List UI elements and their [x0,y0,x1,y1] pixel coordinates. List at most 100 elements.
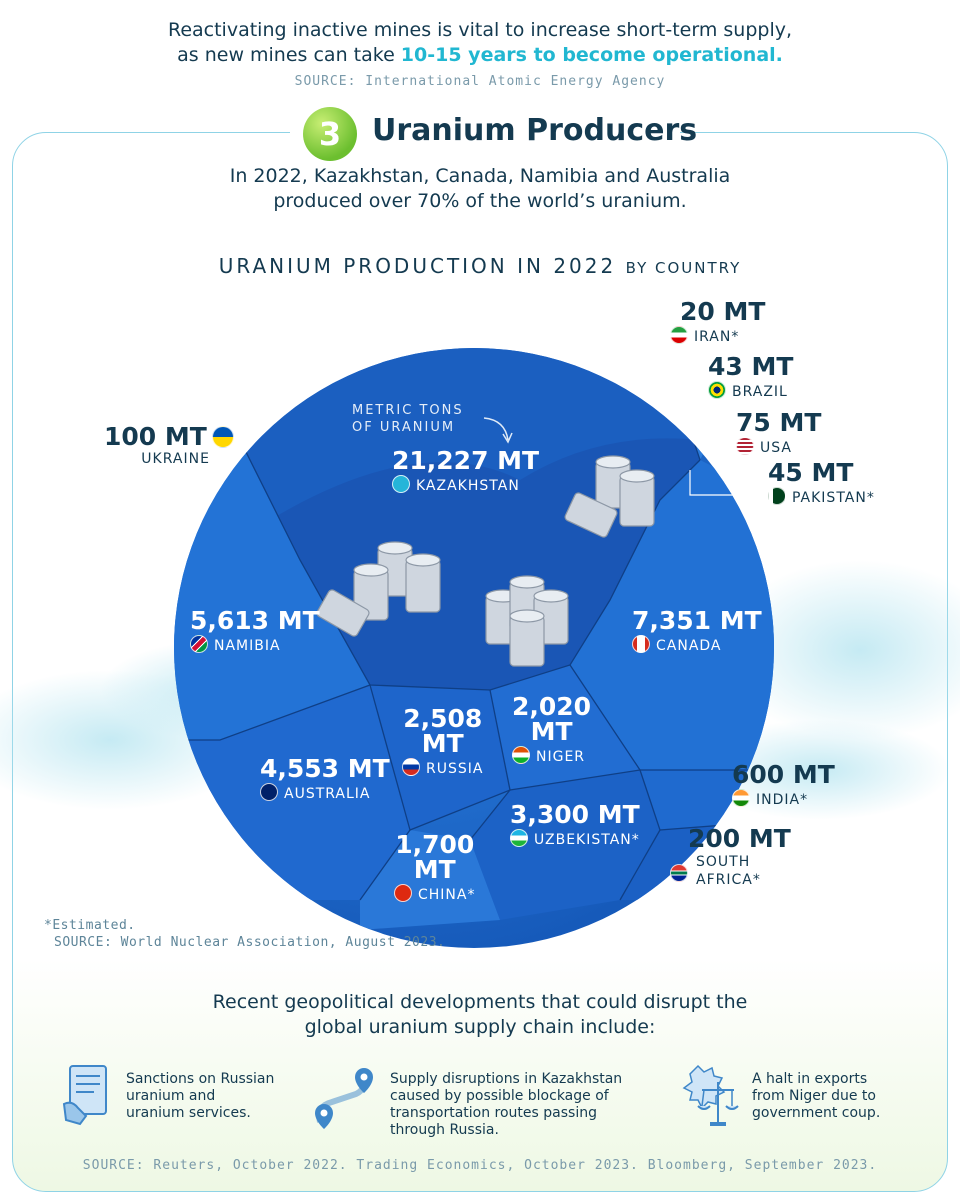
flag-canada-icon [632,635,650,653]
disruption-2-line-4: through Russia. [390,1122,499,1138]
value-ukraine: 100 MT [104,422,207,451]
intro-highlight: 10-15 years to become operational. [400,44,783,66]
disruptions-source: SOURCE: Reuters, October 2022. Trading E… [82,1158,878,1173]
country-australia: AUSTRALIA [284,786,371,802]
cell-canada [570,460,774,770]
flag-brazil-icon [708,381,726,399]
chart-subtitle: BY COUNTRY [625,259,742,277]
flag-niger-icon [512,746,530,764]
country-iran: IRAN* [694,329,740,345]
annotation-arrow [483,417,509,441]
label-south-africa: 200 MT SOUTH AFRICA* [670,824,791,889]
section-number-badge: 3 [303,107,357,161]
value-india: 600 MT [732,760,835,789]
lead-line-2: produced over 70% of the world’s uranium… [273,190,687,212]
value-south-africa: 200 MT [688,824,791,853]
disruption-2-line-1: Supply disruptions in Kazakhstan [390,1071,623,1087]
country-usa: USA [760,440,792,456]
disruption-2-line-3: transportation routes passing [390,1105,597,1121]
label-india: 600 MT INDIA* [732,760,835,808]
flag-uzbekistan-icon [510,829,528,847]
unit-annotation-line-1: METRIC TONS [352,403,464,418]
unit-annotation-line-2: OF URANIUM [352,420,456,435]
label-uzbekistan: 3,300 MT UZBEKISTAN* [510,800,640,848]
country-namibia: NAMIBIA [214,638,281,654]
country-canada: CANADA [656,638,722,654]
chart-title: URANIUM PRODUCTION IN 2022 BY COUNTRY [0,254,960,278]
label-australia: 4,553 MT AUSTRALIA [260,754,390,802]
flag-south-africa-icon [670,864,688,882]
unit-china: MT [413,855,456,884]
intro-line-1: Reactivating inactive mines is vital to … [167,19,793,41]
flag-india-icon [732,789,750,807]
label-canada: 7,351 MT CANADA [632,606,762,654]
flag-pakistan-icon [768,487,786,505]
label-ukraine: 100 MT UKRAINE [104,422,240,467]
intro-source: SOURCE: International Atomic Energy Agen… [294,74,666,89]
disruption-1-line-1: Sanctions on Russian [126,1071,275,1087]
disruptions-heading-line-1: Recent geopolitical developments that co… [212,991,748,1013]
unit-russia: MT [421,729,464,758]
disruption-3-line-1: A halt in exports [752,1071,868,1087]
value-kazakhstan: 21,227 MT [392,446,540,475]
label-niger: 2,020 MT NIGER [512,692,591,765]
unit-niger: MT [530,717,573,746]
chart-footnote: *Estimated. SOURCE: World Nuclear Associ… [44,917,445,951]
value-namibia: 5,613 MT [190,606,320,635]
annotation-arrowhead [502,432,513,444]
country-pakistan: PAKISTAN* [792,490,875,506]
disruption-3-line-2: from Niger due to [752,1088,876,1104]
disruptions-heading-line-2: global uranium supply chain include: [304,1016,656,1038]
disruption-2-line-2: caused by possible blockage of [390,1088,609,1104]
country-ukraine: UKRAINE [141,451,210,467]
country-india: INDIA* [756,792,809,808]
country-kazakhstan: KAZAKHSTAN [416,478,520,494]
uranium-barrels-decoration [316,455,655,667]
value-niger: 2,020 [512,692,592,721]
country-russia: RUSSIA [426,761,484,777]
intro-text: Reactivating inactive mines is vital to … [0,18,960,68]
chart-source: SOURCE: World Nuclear Association, Augus… [54,935,446,950]
disruption-item-1: Sanctions on Russian uranium and uranium… [126,1071,274,1122]
value-usa: 75 MT [736,408,822,437]
country-brazil: BRAZIL [732,384,788,400]
label-china: 1,700 MT CHINA* [394,830,475,903]
label-russia: 2,508 MT RUSSIA [402,704,483,777]
label-iran: 20 MT IRAN* [670,297,765,345]
section-title: Uranium Producers [372,113,698,148]
disruptions-heading: Recent geopolitical developments that co… [0,990,960,1040]
disruption-3-line-3: government coup. [752,1105,881,1121]
flag-australia-icon [260,783,278,801]
flag-usa-icon [736,437,754,455]
label-pakistan: 45 MT PAKISTAN* [768,458,875,506]
label-kazakhstan: 21,227 MT KAZAKHSTAN [392,446,539,494]
disruption-1-line-3: uranium services. [126,1105,251,1121]
country-niger: NIGER [536,749,586,765]
mist-right [720,560,960,740]
disruption-1-line-2: uranium and [126,1088,216,1104]
flag-kazakhstan-icon [392,475,410,493]
flag-iran-icon [670,326,688,344]
section-lead: In 2022, Kazakhstan, Canada, Namibia and… [0,164,960,214]
label-usa: 75 MT USA [736,408,821,456]
intro-line-2-start: as new mines can take [177,44,401,66]
country-south-africa-line-1: SOUTH [696,854,751,870]
sanctions-document-icon [62,1065,107,1126]
value-uzbekistan: 3,300 MT [510,800,640,829]
value-brazil: 43 MT [708,352,794,381]
value-iran: 20 MT [680,297,766,326]
leader-lines [237,345,770,496]
disruption-item-3: A halt in exports from Niger due to gove… [752,1071,880,1122]
lead-line-1: In 2022, Kazakhstan, Canada, Namibia and… [229,165,731,187]
route-map-pin-icon [315,1068,373,1129]
chart-title-main: URANIUM PRODUCTION IN 2022 [218,254,617,278]
country-china: CHINA* [418,887,476,903]
cell-china [360,830,500,930]
value-australia: 4,553 MT [260,754,390,783]
label-brazil: 43 MT BRAZIL [708,352,793,400]
label-namibia: 5,613 MT NAMIBIA [190,606,320,654]
value-russia: 2,508 [403,704,483,733]
country-uzbekistan: UZBEKISTAN* [534,832,640,848]
cell-russia [370,685,510,830]
